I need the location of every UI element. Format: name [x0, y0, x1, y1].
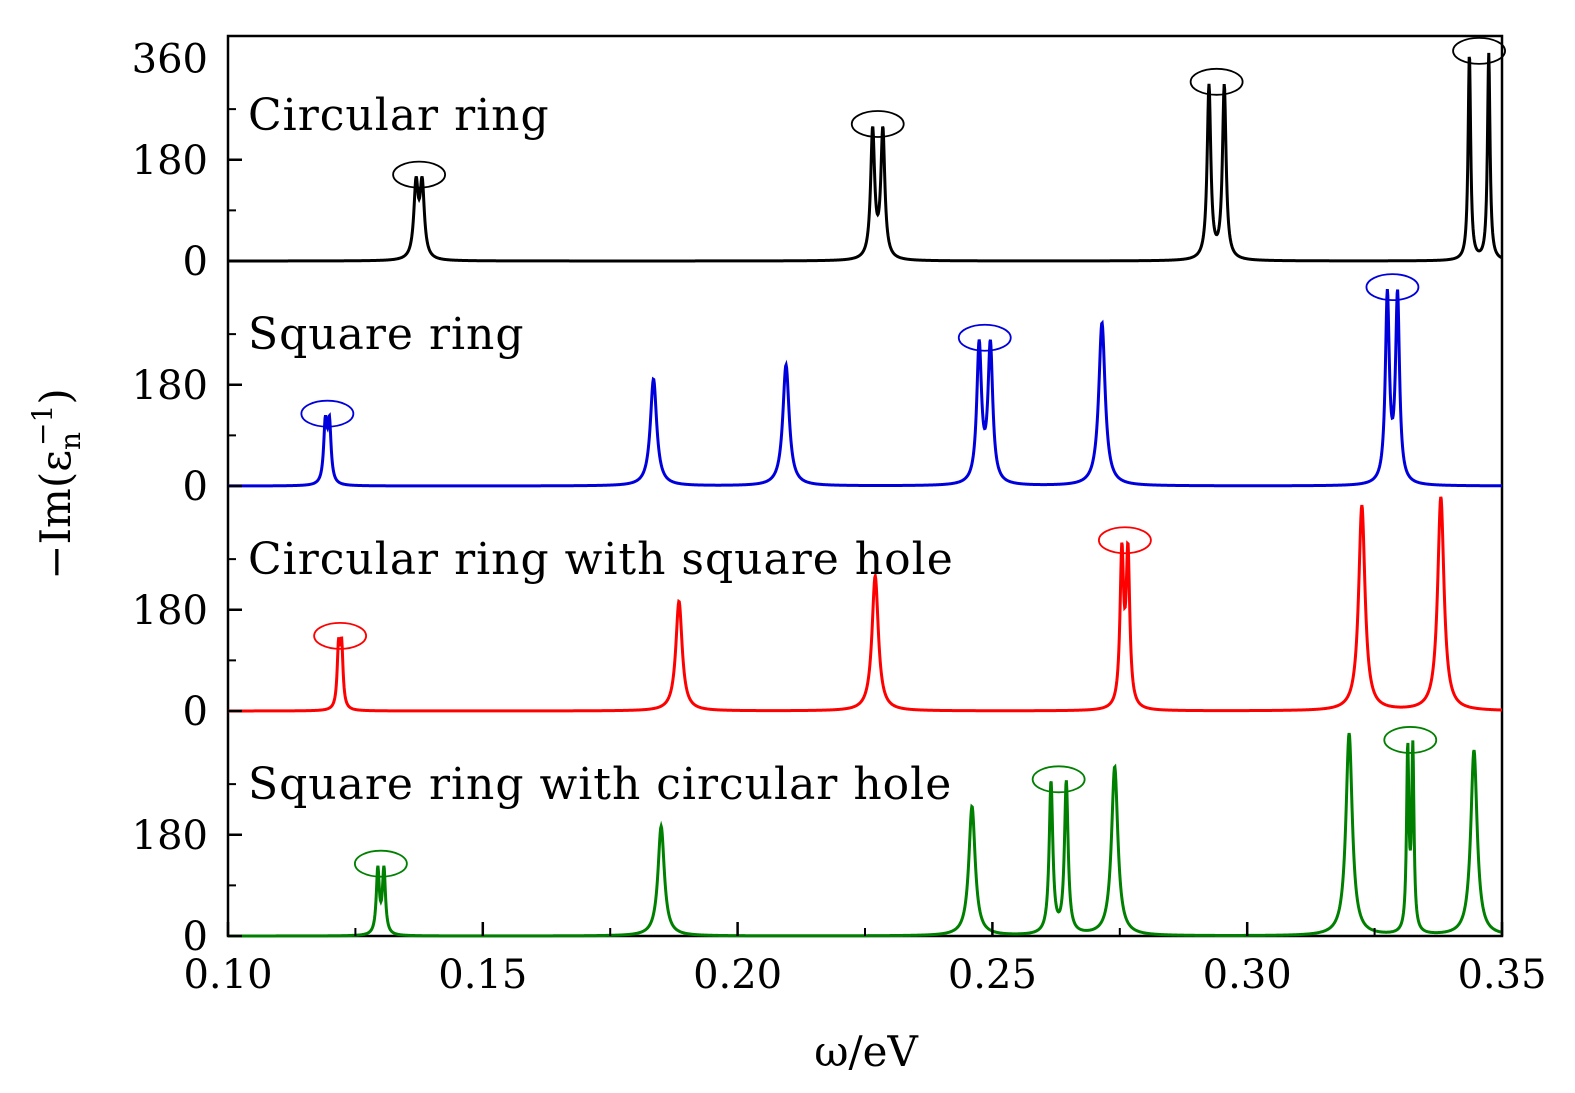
y-tick-label: 180 [132, 138, 208, 184]
highlight-circle [313, 621, 368, 650]
x-tick-label: 0.35 [1457, 952, 1546, 998]
highlight-circle [353, 849, 408, 878]
x-tick-label: 0.10 [183, 952, 272, 998]
y-tick-label: 0 [183, 914, 208, 960]
series-line-1 [228, 52, 1503, 263]
highlight-circle [1189, 67, 1244, 96]
panel-labels: Circular ring Square ring Circular ring wi… [248, 90, 954, 810]
panel-label: Square ring with circular hole [248, 759, 952, 810]
y-tick-label: 180 [132, 588, 208, 634]
highlight-circle [850, 110, 905, 138]
x-axis-ticks: 0.10 0.15 0.20 0.25 0.30 0.35 [183, 922, 1547, 998]
spectra-panels [228, 36, 1506, 938]
highlight-circle [1097, 526, 1152, 555]
y-axis-title-main: −Im(ε [31, 450, 80, 580]
highlight-circle [300, 399, 355, 428]
y-tick-label: 0 [183, 689, 208, 735]
highlight-circle [1452, 36, 1506, 65]
y-tick-label: 180 [132, 813, 208, 859]
y-tick-label: 0 [183, 239, 208, 285]
y-tick-label-top: 360 [132, 37, 208, 83]
x-tick-label: 0.30 [1203, 952, 1292, 998]
highlight-circle [392, 160, 447, 189]
y-axis-title-sup: −1 [26, 405, 59, 446]
panel-label: Circular ring [248, 90, 550, 141]
svg-text:−Im(εn−1): −Im(εn−1) [26, 388, 87, 579]
highlight-circle [1365, 273, 1420, 302]
highlight-circle [1031, 765, 1086, 794]
y-axis-title-close: ) [31, 388, 80, 404]
y-axis-title-sub: n [54, 432, 87, 450]
x-tick-label: 0.20 [693, 952, 782, 998]
y-axis-ticks: 0 180 0 180 0 180 0 180 360 [132, 37, 242, 960]
y-axis-title: −Im(εn−1) [26, 388, 87, 579]
panel-label: Circular ring with square hole [248, 534, 954, 585]
x-axis-title: ω/eV [814, 1027, 918, 1076]
y-tick-label: 180 [132, 363, 208, 409]
highlight-circle [957, 323, 1012, 352]
series-line-2 [228, 288, 1502, 488]
panel-label: Square ring [248, 309, 525, 360]
series-line-3 [228, 496, 1503, 713]
highlight-circle [1383, 726, 1438, 754]
x-tick-label: 0.15 [438, 952, 527, 998]
x-tick-label: 0.25 [948, 952, 1037, 998]
y-tick-label: 0 [183, 464, 208, 510]
